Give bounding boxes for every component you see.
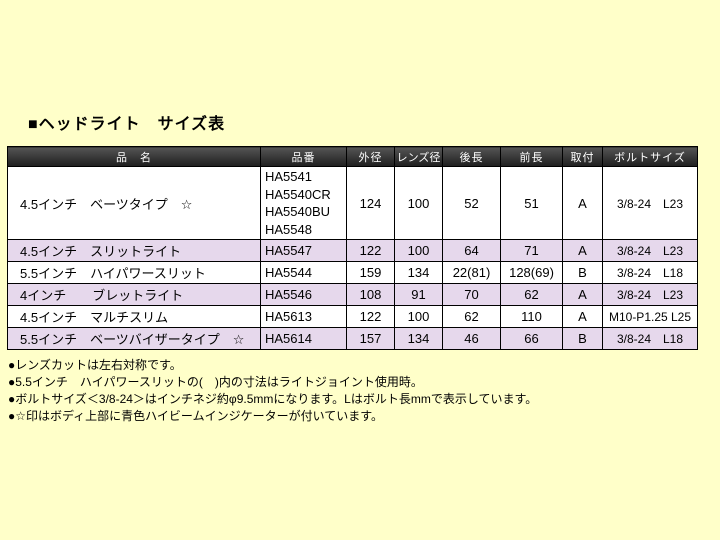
lens-diameter: 134 — [394, 327, 443, 351]
rear-length: 64 — [442, 239, 501, 263]
front-length: 62 — [500, 283, 563, 307]
rear-length: 22(81) — [442, 261, 501, 285]
product-name: 4.5インチ スリットライト — [7, 239, 261, 263]
header-name: 品 名 — [7, 146, 261, 167]
header-row: 品 名 品番 外径 レンズ径 後長 前長 取付 ボルトサイズ — [7, 146, 698, 167]
front-length: 110 — [500, 305, 563, 329]
product-name: 5.5インチ ハイパワースリット — [7, 261, 261, 285]
product-name: 4.5インチ ベーツタイプ ☆ — [7, 165, 261, 241]
table-row: 4.5インチ マルチスリム HA5613 122 100 62 110 A M1… — [7, 305, 698, 329]
bolt-size: M10-P1.25 L25 — [602, 305, 698, 329]
mount-type: A — [562, 239, 603, 263]
table-header: 品 名 品番 外径 レンズ径 後長 前長 取付 ボルトサイズ — [7, 146, 698, 167]
mount-type: B — [562, 261, 603, 285]
product-name: 4インチ ブレットライト — [7, 283, 261, 307]
lens-diameter: 100 — [394, 305, 443, 329]
table-row: 5.5インチ ハイパワースリット HA5544 159 134 22(81) 1… — [7, 261, 698, 285]
bolt-size: 3/8-24 L18 — [602, 327, 698, 351]
table-row: 4.5インチ スリットライト HA5547 122 100 64 71 A 3/… — [7, 239, 698, 263]
lens-diameter: 100 — [394, 165, 443, 241]
rear-length: 62 — [442, 305, 501, 329]
part-number: HA5547 — [260, 239, 347, 263]
lens-diameter: 100 — [394, 239, 443, 263]
part-number: HA5546 — [260, 283, 347, 307]
lens-diameter: 91 — [394, 283, 443, 307]
footnote: ●☆印はボディ上部に青色ハイビームインジケーターが付いています。 — [8, 409, 384, 424]
lens-diameter: 134 — [394, 261, 443, 285]
table-body: 4.5インチ ベーツタイプ ☆ HA5541 HA5540CR HA5540BU… — [7, 165, 698, 351]
table-row: 5.5インチ ベーツバイザータイプ ☆ HA5614 157 134 46 66… — [7, 327, 698, 351]
outer-diameter: 108 — [346, 283, 395, 307]
header-front-length: 前長 — [500, 146, 563, 167]
rear-length: 52 — [442, 165, 501, 241]
outer-diameter: 124 — [346, 165, 395, 241]
header-outer-diameter: 外径 — [346, 146, 395, 167]
footnote: ●レンズカットは左右対称です。 — [8, 358, 182, 373]
header-part-number: 品番 — [260, 146, 347, 167]
product-name: 5.5インチ ベーツバイザータイプ ☆ — [7, 327, 261, 351]
front-length: 71 — [500, 239, 563, 263]
product-name: 4.5インチ マルチスリム — [7, 305, 261, 329]
rear-length: 46 — [442, 327, 501, 351]
header-mount: 取付 — [562, 146, 603, 167]
page-title: ■ヘッドライト サイズ表 — [28, 116, 226, 133]
bolt-size: 3/8-24 L23 — [602, 165, 698, 241]
outer-diameter: 157 — [346, 327, 395, 351]
part-number: HA5544 — [260, 261, 347, 285]
header-bolt-size: ボルトサイズ — [602, 146, 698, 167]
mount-type: A — [562, 305, 603, 329]
header-lens-diameter: レンズ径 — [394, 146, 443, 167]
footnotes: ●レンズカットは左右対称です。 ●5.5インチ ハイパワースリットの( )内の寸… — [8, 357, 720, 425]
outer-diameter: 122 — [346, 305, 395, 329]
mount-type: A — [562, 283, 603, 307]
part-number: HA5613 — [260, 305, 347, 329]
front-length: 51 — [500, 165, 563, 241]
footnote: ●ボルトサイズ＜3/8-24＞はインチネジ約φ9.5mmになります。Lはボルト長… — [8, 392, 538, 407]
bolt-size: 3/8-24 L23 — [602, 283, 698, 307]
rear-length: 70 — [442, 283, 501, 307]
table-row: 4インチ ブレットライト HA5546 108 91 70 62 A 3/8-2… — [7, 283, 698, 307]
bolt-size: 3/8-24 L18 — [602, 261, 698, 285]
header-rear-length: 後長 — [442, 146, 501, 167]
bolt-size: 3/8-24 L23 — [602, 239, 698, 263]
outer-diameter: 159 — [346, 261, 395, 285]
front-length: 128(69) — [500, 261, 563, 285]
part-number: HA5541 HA5540CR HA5540BU HA5548 — [260, 165, 347, 241]
page: ■ヘッドライト サイズ表 品 名 品番 外径 レンズ径 後長 前長 取付 ボルト… — [7, 116, 720, 425]
front-length: 66 — [500, 327, 563, 351]
footnote: ●5.5インチ ハイパワースリットの( )内の寸法はライトジョイント使用時。 — [8, 375, 423, 390]
part-number: HA5614 — [260, 327, 347, 351]
table-row: 4.5インチ ベーツタイプ ☆ HA5541 HA5540CR HA5540BU… — [7, 165, 698, 241]
mount-type: A — [562, 165, 603, 241]
outer-diameter: 122 — [346, 239, 395, 263]
mount-type: B — [562, 327, 603, 351]
headlight-size-table: 品 名 品番 外径 レンズ径 後長 前長 取付 ボルトサイズ 4.5インチ ベー… — [7, 146, 698, 351]
